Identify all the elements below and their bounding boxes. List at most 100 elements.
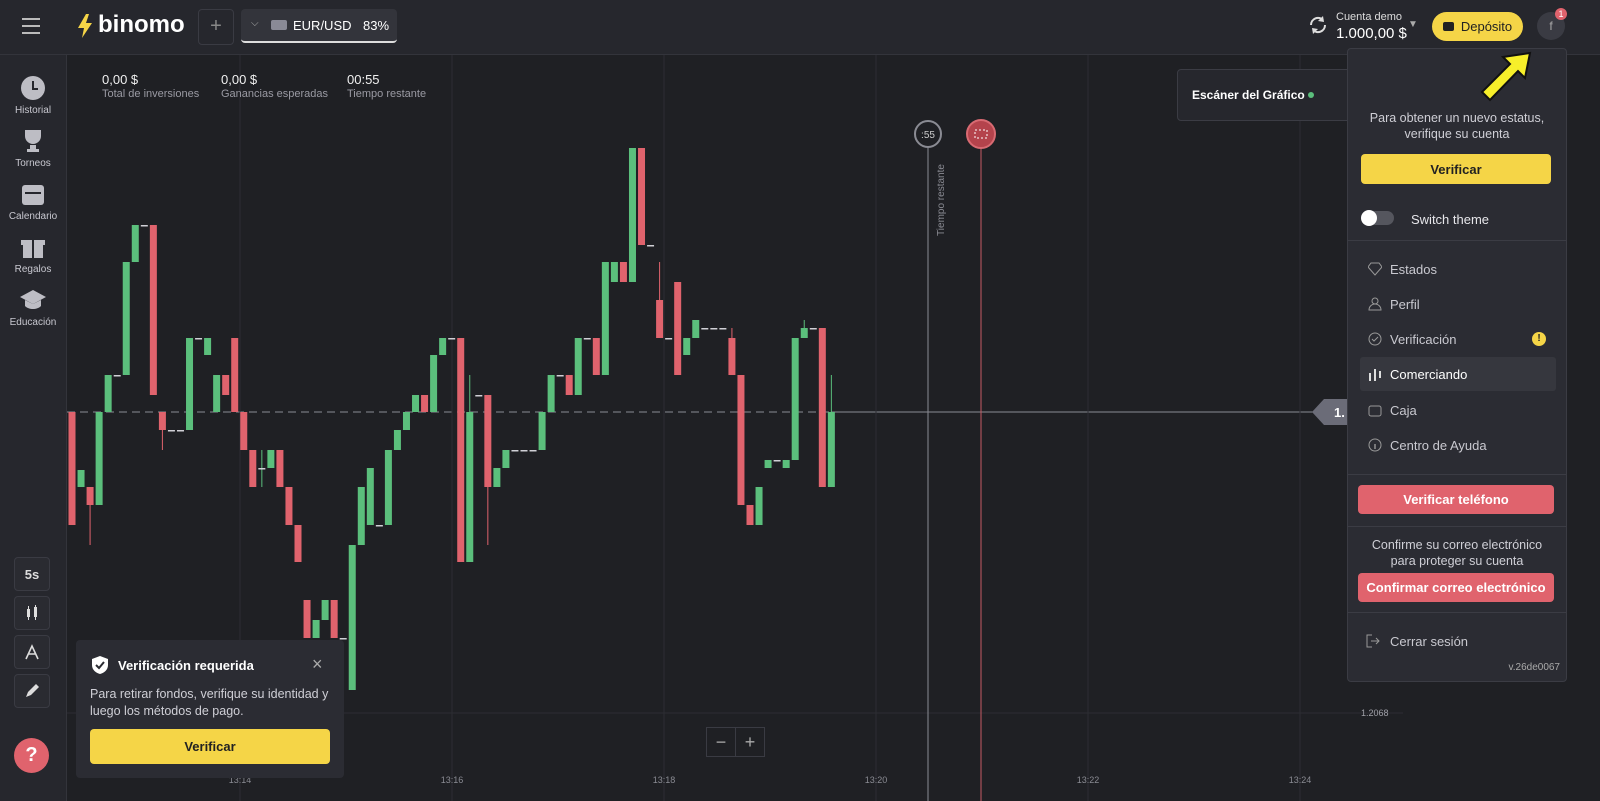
candle-body bbox=[556, 375, 564, 377]
timeline-label: Tiempo restante bbox=[936, 164, 947, 236]
nav-item[interactable]: Calendario bbox=[0, 181, 66, 222]
candle-body bbox=[656, 300, 664, 338]
zoom-in[interactable]: + bbox=[735, 727, 765, 757]
menu-icon bbox=[1368, 332, 1382, 346]
candle-body bbox=[113, 375, 121, 377]
draw-button[interactable] bbox=[14, 674, 50, 708]
menu-item-label: Centro de Ayuda bbox=[1390, 437, 1487, 453]
menu-item[interactable]: Estados bbox=[1360, 252, 1556, 286]
candle-body bbox=[86, 487, 94, 505]
nav-item[interactable]: Torneos bbox=[0, 128, 66, 169]
menu-verify-button[interactable]: Verificar bbox=[1361, 154, 1551, 184]
asset-tab[interactable]: ⌵ EUR/USD 83% bbox=[241, 9, 397, 43]
candle-body bbox=[809, 328, 817, 330]
brand-logo bbox=[78, 14, 92, 38]
candle-body bbox=[466, 412, 474, 562]
candle-body bbox=[638, 148, 646, 245]
status-dot bbox=[1308, 92, 1314, 98]
asset-name: EUR/USD bbox=[293, 18, 352, 33]
candle-body bbox=[457, 338, 465, 562]
candle-body bbox=[737, 375, 745, 505]
candle-body bbox=[321, 600, 329, 620]
menu-icon[interactable] bbox=[22, 17, 42, 35]
candle-body bbox=[502, 450, 510, 468]
candle-body bbox=[140, 225, 148, 227]
candle-body bbox=[294, 525, 302, 562]
candle-body bbox=[692, 320, 700, 338]
nav-label: Calendario bbox=[8, 211, 58, 222]
logout[interactable]: Cerrar sesión bbox=[1390, 634, 1469, 649]
verify-button[interactable]: Verificar bbox=[90, 729, 330, 764]
menu-item[interactable]: Centro de Ayuda bbox=[1360, 428, 1556, 462]
brand: binomo bbox=[98, 11, 185, 38]
menu-item[interactable]: Caja bbox=[1360, 393, 1556, 427]
candle-body bbox=[520, 450, 528, 452]
close-button[interactable]: × bbox=[312, 654, 323, 674]
indicators-button[interactable] bbox=[14, 635, 50, 669]
nav-item[interactable]: Educación bbox=[0, 287, 66, 328]
candle-body bbox=[583, 338, 591, 340]
candle-body bbox=[176, 430, 184, 432]
timer-badge bbox=[914, 120, 942, 148]
candle-body bbox=[402, 412, 410, 430]
candle-body bbox=[357, 487, 365, 545]
candle-body bbox=[448, 338, 456, 340]
help-button[interactable]: ? bbox=[14, 738, 49, 773]
candle-body bbox=[511, 450, 519, 452]
candle-body bbox=[628, 148, 636, 282]
menu-item[interactable]: Perfil bbox=[1360, 287, 1556, 321]
deposit-button[interactable]: Depósito bbox=[1432, 12, 1523, 41]
menu-item-label: Perfil bbox=[1390, 296, 1420, 312]
verify-phone-button[interactable]: Verificar teléfono bbox=[1358, 485, 1554, 514]
candle-body bbox=[258, 468, 266, 470]
menu-item[interactable]: Verificación! bbox=[1360, 322, 1556, 356]
theme-toggle[interactable] bbox=[1361, 210, 1394, 226]
notification-text: Para retirar fondos, verifique su identi… bbox=[90, 687, 329, 718]
candle-body bbox=[195, 338, 203, 340]
account-chevron[interactable]: ▼ bbox=[1408, 19, 1418, 30]
zoom-out[interactable]: − bbox=[706, 727, 736, 757]
menu-item-label: Comerciando bbox=[1390, 366, 1468, 382]
account-label[interactable]: Cuenta demo bbox=[1336, 11, 1403, 23]
add-asset[interactable]: + bbox=[198, 9, 234, 45]
time-label: 13:16 bbox=[441, 775, 464, 785]
candle-body bbox=[791, 338, 799, 460]
time-label: 13:18 bbox=[653, 775, 676, 785]
candle-body bbox=[122, 262, 130, 375]
chart-type-button[interactable] bbox=[14, 596, 50, 630]
timeframe-button[interactable]: 5s bbox=[14, 557, 50, 591]
menu-item-active[interactable]: Comerciando bbox=[1360, 357, 1556, 391]
chevron: ⌵ bbox=[251, 18, 259, 29]
candle-body bbox=[475, 395, 483, 397]
candle-body bbox=[746, 505, 754, 525]
switch-theme-label[interactable]: Switch theme bbox=[1411, 212, 1490, 227]
menu-item-label: Caja bbox=[1390, 402, 1417, 418]
scanner-panel[interactable]: Escáner del Gráfico bbox=[1177, 69, 1369, 121]
stat-value: 00:55 bbox=[347, 72, 380, 87]
finish-badge bbox=[966, 119, 996, 149]
flag bbox=[271, 20, 287, 30]
confirm-email-button[interactable]: Confirmar correo electrónico bbox=[1358, 573, 1554, 602]
stat-label: Total de inversiones bbox=[102, 88, 200, 100]
candle-body bbox=[493, 468, 501, 487]
time-label: 13:24 bbox=[1289, 775, 1312, 785]
candle-body bbox=[601, 262, 609, 375]
nav-icon bbox=[22, 185, 44, 205]
candle-body bbox=[303, 600, 311, 638]
menu-item-label: Estados bbox=[1390, 261, 1437, 277]
email-text: Confirme su correo electrónico para prot… bbox=[1371, 538, 1543, 568]
refresh-icon[interactable] bbox=[1308, 15, 1328, 35]
wallet-icon bbox=[1442, 22, 1454, 31]
nav-item[interactable]: Regalos bbox=[0, 234, 66, 275]
candle-body bbox=[430, 355, 438, 412]
candle-body bbox=[719, 328, 727, 330]
balance[interactable]: 1.000,00 $ bbox=[1336, 25, 1407, 42]
menu-icon bbox=[1368, 405, 1382, 417]
time-label: 13:14 bbox=[229, 775, 252, 785]
shield-icon bbox=[92, 656, 108, 674]
menu-icon bbox=[1369, 369, 1381, 381]
stat: 0,00 $ Total de inversiones bbox=[102, 72, 199, 100]
nav-item[interactable]: Historial bbox=[0, 75, 66, 116]
stat: 0,00 $ Ganancias esperadas bbox=[221, 72, 328, 100]
candle-body bbox=[186, 338, 194, 430]
